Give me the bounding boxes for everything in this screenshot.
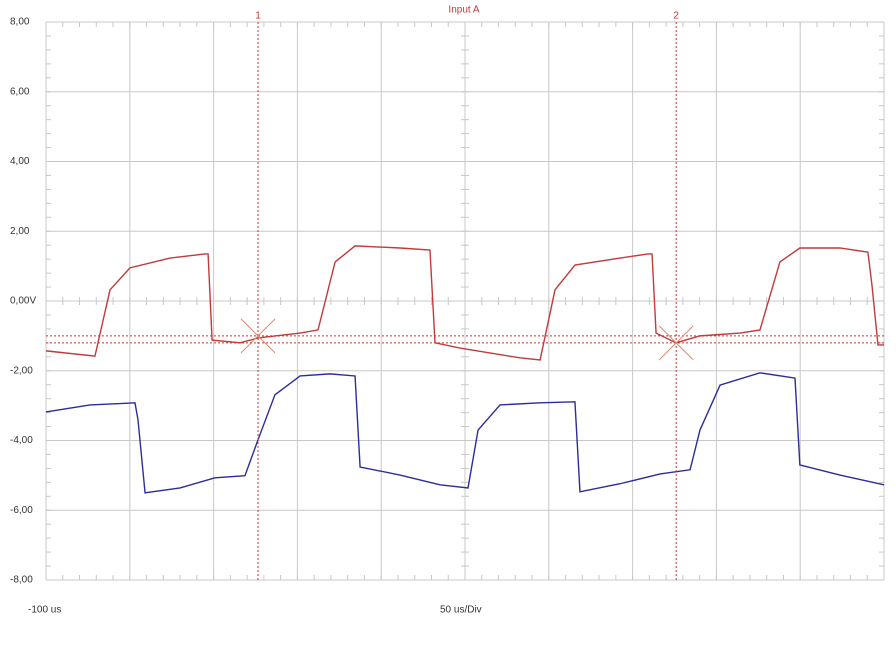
- cursor-label: 2: [673, 11, 679, 22]
- y-tick-label: 2,00: [10, 226, 30, 237]
- y-tick-label: -4,00: [10, 435, 33, 446]
- cursor-cross: [658, 325, 694, 361]
- trace-line: [45, 372, 885, 494]
- y-tick-label: -8,00: [10, 575, 33, 586]
- y-tick-label: -2,00: [10, 365, 33, 376]
- x-start-label: -100 us: [28, 605, 61, 616]
- chart-title: Input A: [448, 5, 479, 16]
- y-tick-label: 8,00: [10, 17, 30, 28]
- trace-line: [45, 245, 884, 361]
- y-tick-label: 6,00: [10, 86, 30, 97]
- cursor-cross: [240, 318, 276, 354]
- y-tick-label: -6,00: [10, 505, 33, 516]
- x-div-label: 50 us/Div: [440, 605, 482, 616]
- cursor-label: 1: [255, 11, 261, 22]
- y-tick-label: 0,00V: [10, 296, 36, 307]
- y-tick-label: 4,00: [10, 156, 30, 167]
